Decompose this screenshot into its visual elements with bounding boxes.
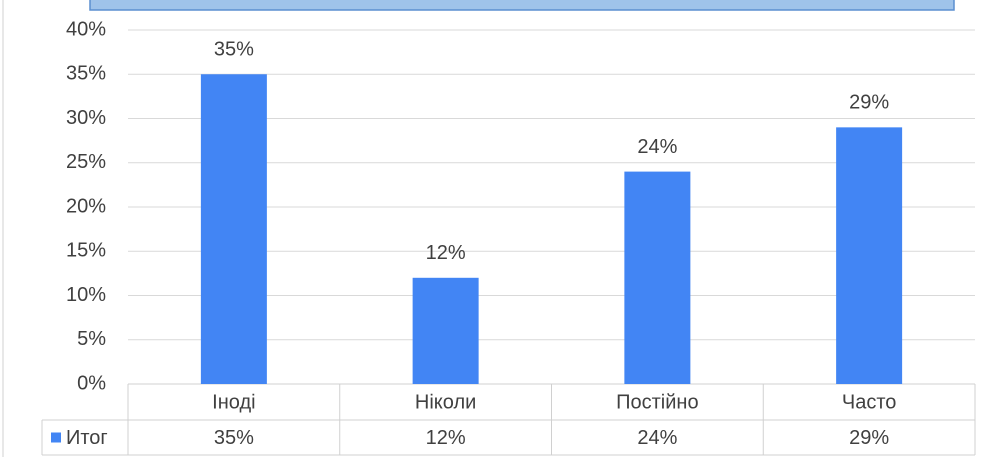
legend-swatch bbox=[51, 432, 61, 443]
bar bbox=[836, 127, 903, 384]
data-label: 12% bbox=[426, 242, 466, 264]
bar bbox=[412, 277, 479, 384]
data-label: 29% bbox=[849, 92, 889, 114]
data-label: 24% bbox=[637, 136, 677, 158]
legend-label: Итог bbox=[66, 427, 108, 449]
table-value: 24% bbox=[637, 427, 677, 449]
table-value: 35% bbox=[214, 427, 254, 449]
y-tick-label: 0% bbox=[77, 372, 106, 394]
y-tick-label: 20% bbox=[66, 195, 106, 217]
x-tick-label: Постійно bbox=[616, 391, 698, 413]
y-tick-label: 5% bbox=[77, 328, 106, 350]
x-tick-label: Іноді bbox=[212, 391, 255, 413]
x-tick-label: Часто bbox=[842, 391, 897, 413]
bar bbox=[200, 74, 267, 384]
y-tick-label: 35% bbox=[66, 63, 106, 85]
y-tick-label: 40% bbox=[66, 18, 106, 40]
x-tick-label: Ніколи bbox=[415, 391, 476, 413]
y-tick-label: 30% bbox=[66, 107, 106, 129]
bar bbox=[624, 171, 691, 384]
table-value: 12% bbox=[426, 427, 466, 449]
title-box bbox=[89, 0, 955, 11]
y-tick-label: 25% bbox=[66, 151, 106, 173]
table-value: 29% bbox=[849, 427, 889, 449]
data-label: 35% bbox=[214, 39, 254, 61]
y-tick-label: 15% bbox=[66, 240, 106, 262]
y-tick-label: 10% bbox=[66, 284, 106, 306]
